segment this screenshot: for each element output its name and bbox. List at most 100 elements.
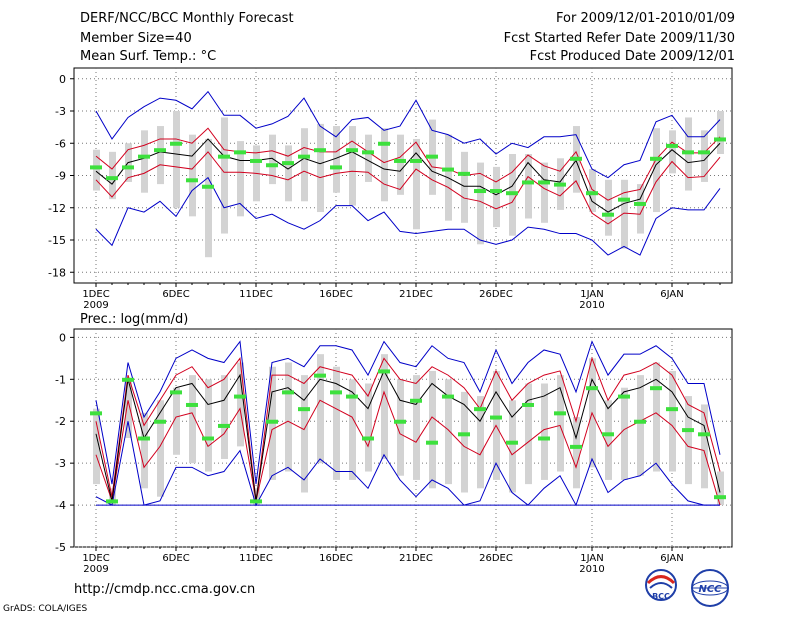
ensemble-box <box>205 138 212 258</box>
median-marker <box>506 191 518 196</box>
median-marker <box>330 390 342 395</box>
ncc-logo-text: NCC <box>698 584 722 595</box>
bcc-logo: BCC <box>645 569 677 601</box>
median-marker <box>442 394 454 399</box>
min-line <box>95 421 720 507</box>
x-tick-year-label: 2010 <box>579 300 604 311</box>
median-marker <box>378 369 390 374</box>
ensemble-box <box>701 404 708 489</box>
grads-credit: GrADS: COLA/IGES <box>3 604 88 614</box>
median-marker <box>90 411 102 416</box>
median-marker <box>698 432 710 437</box>
forecast-period: For 2009/12/01-2010/01/09 <box>556 11 735 26</box>
ensemble-box <box>253 145 260 202</box>
median-marker <box>650 386 662 391</box>
median-marker <box>362 436 374 441</box>
ensemble-box <box>125 379 132 438</box>
ensemble-box <box>109 151 116 200</box>
ensemble-box <box>429 370 436 489</box>
ensemble-box <box>461 391 468 493</box>
lower-sd-line <box>95 151 721 225</box>
x-tick-label: 6DEC <box>162 289 189 300</box>
ensemble-box <box>477 396 484 489</box>
ensemble-box <box>445 379 452 485</box>
x-tick-year-label: 2010 <box>579 564 604 575</box>
median-marker <box>458 171 470 176</box>
median-marker <box>426 440 438 445</box>
ensemble-box <box>349 126 356 206</box>
min-line <box>95 176 721 256</box>
median-marker <box>154 148 166 153</box>
upper-sd-line <box>95 356 721 501</box>
median-marker <box>138 436 150 441</box>
median-marker <box>602 432 614 437</box>
median-marker <box>282 161 294 166</box>
y-tick-label: -5 <box>55 541 66 554</box>
ensemble-box <box>317 354 324 464</box>
median-marker <box>202 184 214 189</box>
ensemble-box <box>397 134 404 195</box>
ensemble-box <box>541 162 548 223</box>
ensemble-box <box>525 154 532 219</box>
x-tick-label: 1JAN <box>580 289 603 300</box>
median-marker <box>266 419 278 424</box>
median-marker <box>138 154 150 159</box>
x-tick-label: 6DEC <box>162 553 189 564</box>
ensemble-box <box>109 488 116 506</box>
median-marker <box>314 373 326 378</box>
ensemble-box <box>93 408 100 485</box>
x-tick-label: 11DEC <box>239 289 273 300</box>
median-marker <box>394 158 406 163</box>
mean-line <box>95 138 721 213</box>
source-url[interactable]: http://cmdp.ncc.cma.gov.cn <box>74 582 256 597</box>
median-marker <box>298 407 310 412</box>
ensemble-box <box>621 179 628 249</box>
x-tick-label: 26DEC <box>479 289 513 300</box>
median-marker <box>506 440 518 445</box>
median-marker <box>634 419 646 424</box>
y-tick-label: -2 <box>55 415 66 428</box>
median-marker <box>234 394 246 399</box>
forecast-produced-date: Fcst Produced Date 2009/12/01 <box>529 49 735 64</box>
x-tick-label: 1JAN <box>580 553 603 564</box>
ensemble-box <box>125 143 132 182</box>
median-marker <box>458 432 470 437</box>
ensemble-box <box>205 379 212 472</box>
median-marker <box>410 398 422 403</box>
max-line <box>95 340 721 485</box>
ensemble-box <box>285 145 292 202</box>
ensemble-box <box>669 130 676 174</box>
median-marker <box>634 201 646 206</box>
median-marker <box>490 189 502 194</box>
ensemble-box <box>605 179 612 236</box>
ensemble-box <box>685 396 692 485</box>
y-tick-label: -3 <box>55 457 66 470</box>
median-marker <box>522 180 534 185</box>
plot-frame <box>73 328 733 548</box>
ensemble-box <box>365 134 372 182</box>
median-marker <box>250 499 262 504</box>
ensemble-box <box>669 370 676 472</box>
mean-line <box>95 369 721 502</box>
median-marker <box>314 148 326 153</box>
ensemble-box <box>717 471 724 506</box>
ensemble-box <box>605 400 612 480</box>
ensemble-box <box>301 375 308 493</box>
plot-frame <box>73 67 733 284</box>
median-marker <box>186 178 198 183</box>
ensemble-box <box>413 138 420 230</box>
y-tick-label: 0 <box>59 331 66 344</box>
ncc-logo: NCC <box>691 569 729 607</box>
median-marker <box>586 191 598 196</box>
y-tick-label: 0 <box>59 73 66 86</box>
median-marker <box>90 165 102 170</box>
median-marker <box>154 419 166 424</box>
x-tick-label: 6JAN <box>660 553 683 564</box>
median-marker <box>554 411 566 416</box>
ensemble-box <box>189 134 196 217</box>
median-marker <box>170 141 182 146</box>
